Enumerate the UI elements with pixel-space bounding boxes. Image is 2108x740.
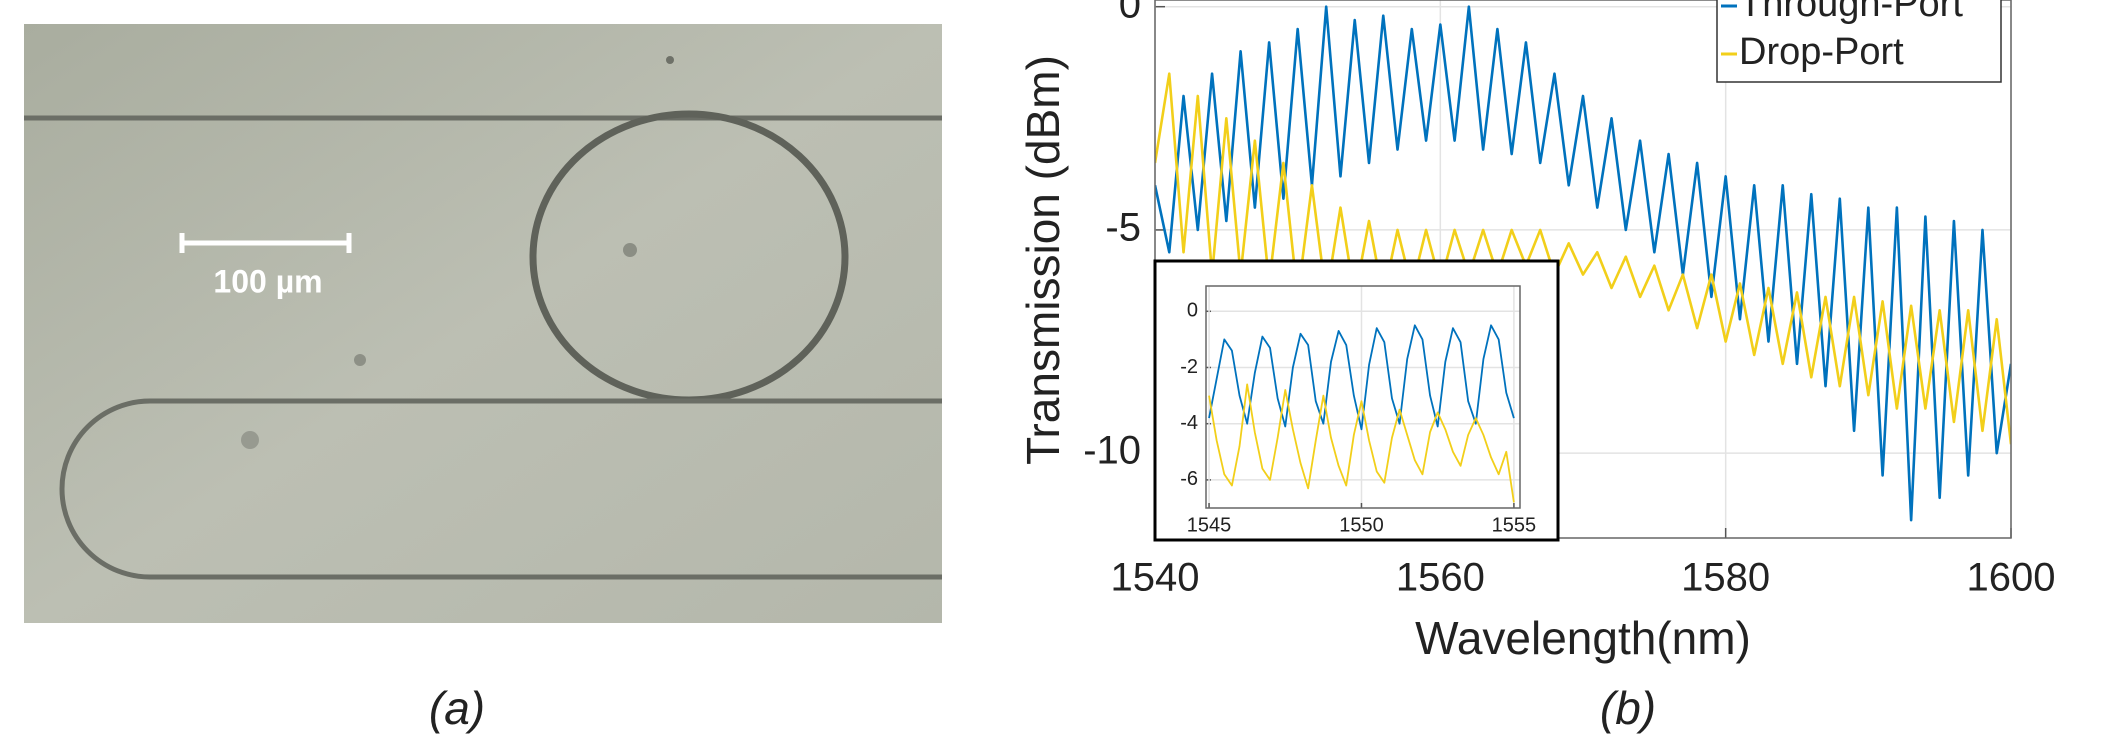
microscope-image: 100 µm	[24, 24, 942, 623]
x-tick-label: 1550	[1339, 514, 1384, 536]
y-tick-label: -4	[1180, 412, 1198, 434]
panel-caption: (a)	[429, 682, 485, 734]
series-line	[1208, 383, 1515, 503]
y-tick-label: 0	[1119, 0, 1141, 26]
legend-label: Drop-Port	[1739, 31, 1904, 73]
y-tick-label: -6	[1180, 468, 1198, 490]
particle	[666, 56, 674, 64]
legend-label: Through-Port	[1739, 0, 1963, 25]
series-line	[1208, 324, 1515, 431]
y-tick-label: 0	[1187, 300, 1198, 322]
x-tick-label: 1555	[1492, 514, 1537, 536]
x-tick-label: 1540	[1111, 556, 1200, 600]
y-tick-label: -5	[1105, 205, 1141, 249]
x-tick-label: 1580	[1681, 556, 1770, 600]
plot-area	[1206, 286, 1520, 508]
panel-caption: (b)	[1600, 682, 1656, 734]
y-axis-label: Transmission (dBm)	[1017, 55, 1069, 465]
x-tick-label: 1560	[1396, 556, 1485, 600]
legend-box	[1716, 0, 2002, 83]
inset-chart: 0 -2 -4 -6 1545 1550 1555	[1153, 259, 1560, 542]
drop-waveguide	[59, 398, 942, 580]
axes-box	[1205, 285, 1521, 509]
particle	[623, 243, 637, 257]
particle	[241, 431, 259, 449]
photo-background	[24, 24, 942, 623]
particle	[354, 354, 366, 366]
y-tick-label: -10	[1083, 429, 1141, 473]
y-tick-label: -2	[1180, 356, 1198, 378]
x-tick-label: 1545	[1187, 514, 1232, 536]
x-tick-label: 1600	[1967, 556, 2056, 600]
series-line	[1155, 5, 2011, 522]
scale-bar-label: 100 µm	[213, 263, 322, 299]
x-axis-label: Wavelength(nm)	[1415, 612, 1751, 664]
